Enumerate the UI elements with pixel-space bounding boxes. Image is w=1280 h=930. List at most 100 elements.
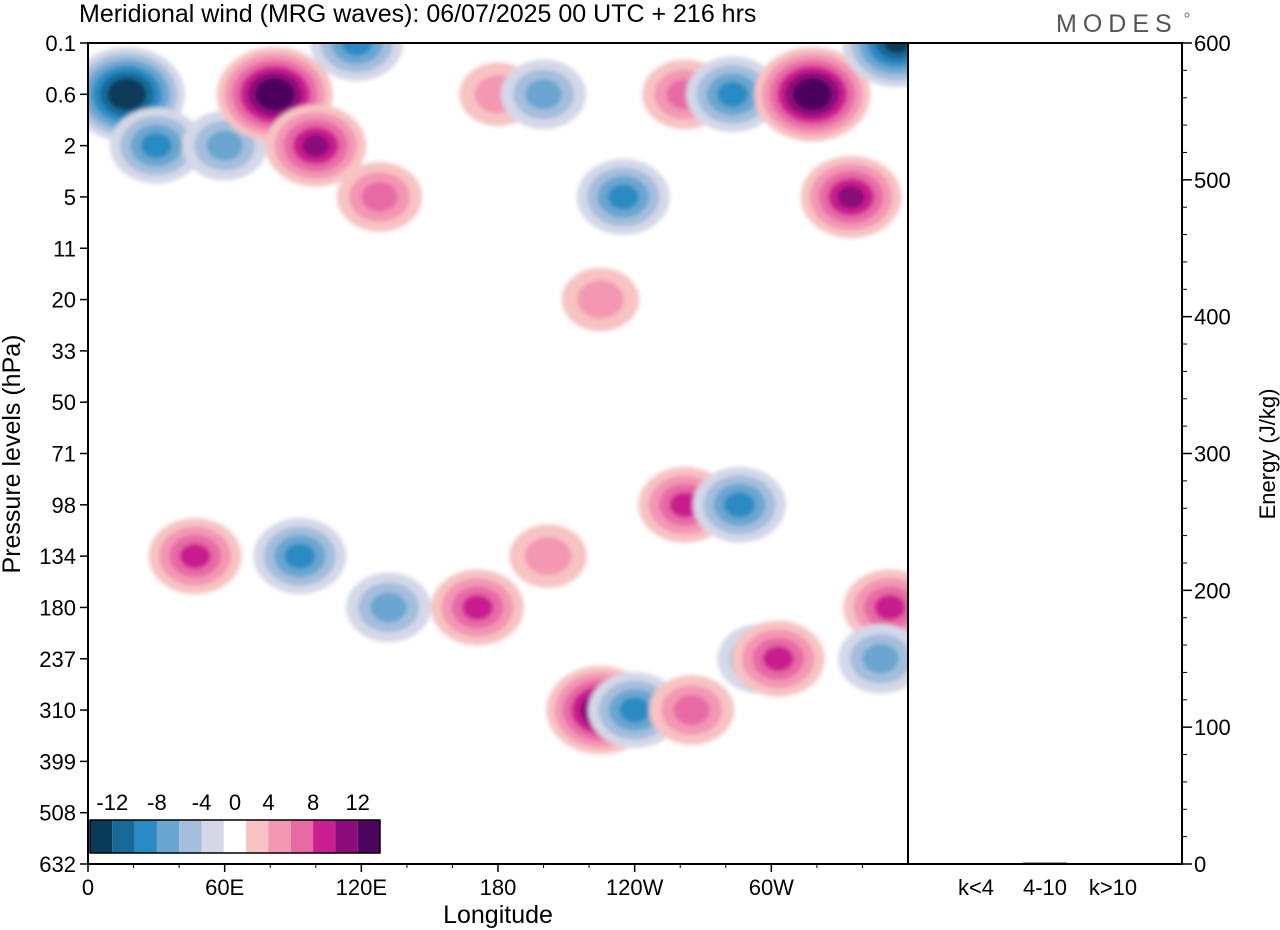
contour-band xyxy=(302,134,330,157)
wind-anomaly-feature xyxy=(500,59,587,130)
colorbar-label: 0 xyxy=(229,790,241,815)
wind-anomaly-feature xyxy=(754,46,871,142)
wind-anomaly-feature xyxy=(561,267,640,332)
colorbar-label: 12 xyxy=(345,790,369,815)
wind-anomaly-feature xyxy=(310,43,404,81)
energy-tick-label: 500 xyxy=(1194,168,1231,193)
wind-anomaly-feature xyxy=(431,569,524,646)
contour-band xyxy=(717,81,749,107)
energy-bar xyxy=(1023,862,1067,864)
wind-anomaly-feature xyxy=(509,524,587,588)
contour-band xyxy=(341,43,373,56)
contour-band xyxy=(140,132,172,159)
colorbar-swatch xyxy=(290,820,314,853)
energy-tick-label: 400 xyxy=(1194,305,1231,330)
x-tick-label: 120W xyxy=(606,875,664,900)
energy-bar xyxy=(954,863,998,865)
y-tick-label: 134 xyxy=(39,544,76,569)
wind-anomaly-feature xyxy=(346,572,432,643)
wind-anomaly-feature xyxy=(265,104,367,187)
wind-anomaly-feature xyxy=(692,466,786,543)
x-tick-label: 180 xyxy=(480,875,517,900)
y-tick-label: 632 xyxy=(39,852,76,877)
x-tick-label: 120E xyxy=(336,875,387,900)
colorbar-swatch xyxy=(179,820,202,853)
y-tick-label: 237 xyxy=(39,647,76,672)
pressure-axis: 0.1 0.6 2 5 11 20 33 50 71 98 134 180 237 310 399 508 63… xyxy=(39,31,88,877)
contour-band xyxy=(524,537,572,576)
contour-band xyxy=(874,594,906,621)
heatmap-field xyxy=(88,43,908,755)
colorbar-swatch xyxy=(223,820,247,853)
contour-band xyxy=(206,130,243,161)
y-tick-label: 2 xyxy=(64,134,76,159)
energy-tick-label: 200 xyxy=(1194,578,1231,603)
contour-band xyxy=(837,185,865,209)
contour-band xyxy=(361,182,398,212)
chart-title: Meridional wind (MRG waves): 06/07/2025 … xyxy=(79,0,756,28)
y-tick-label: 0.6 xyxy=(45,82,76,107)
contour-band xyxy=(619,697,651,723)
energy-panel-frame xyxy=(907,42,1183,865)
wind-anomaly-feature xyxy=(148,518,242,595)
colorbar-label: 4 xyxy=(262,790,274,815)
colorbar-swatch xyxy=(156,820,180,853)
contour-band xyxy=(762,646,794,672)
y-tick-label: 33 xyxy=(52,339,76,364)
energy-bar xyxy=(1091,863,1135,865)
wind-anomaly-feature xyxy=(800,155,902,239)
wavenumber-label: k>10 xyxy=(1089,875,1137,900)
energy-tick-label: 100 xyxy=(1194,715,1231,740)
wavenumber-labels: k<4 4-10 k>10 xyxy=(958,875,1137,900)
energy-tick-label: 0 xyxy=(1194,852,1206,877)
x-tick-label: 60W xyxy=(749,875,794,900)
colorbar-swatch xyxy=(90,820,113,853)
contour-band xyxy=(115,84,139,104)
longitude-axis: 0 60E 120E 180 120W 60W xyxy=(82,864,863,900)
wind-anomaly-feature xyxy=(649,675,735,745)
y-axis-label: Pressure levels (hPa) xyxy=(0,335,26,574)
colorbar-swatch xyxy=(335,820,358,853)
y-tick-label: 310 xyxy=(39,698,76,723)
wind-anomaly-feature xyxy=(686,56,780,133)
y-tick-label: 5 xyxy=(64,185,76,210)
contour-band xyxy=(462,594,493,621)
contour-band xyxy=(800,84,824,104)
contour-band xyxy=(179,543,211,569)
wind-anomaly-feature xyxy=(731,620,825,697)
logo-registered-mark xyxy=(1184,12,1190,18)
y-tick-label: 50 xyxy=(52,390,76,415)
y-tick-label: 98 xyxy=(52,493,76,518)
energy-axis: 0 100 200 300 400 500 600 xyxy=(1182,31,1231,877)
modes-logo: MODES xyxy=(1056,10,1178,38)
wind-anomaly-feature xyxy=(182,110,268,181)
colorbar-label: -4 xyxy=(192,790,212,815)
contour-band xyxy=(370,592,407,623)
colorbar-swatch xyxy=(134,820,157,853)
contour-band xyxy=(577,280,624,319)
contour-band xyxy=(673,695,710,725)
energy-tick-label: 600 xyxy=(1194,31,1231,56)
wind-anomaly-feature xyxy=(576,158,670,235)
contour-band xyxy=(669,492,701,518)
colorbar: -12 -8 -4 0 4 8 12 xyxy=(89,790,381,854)
wind-anomaly-feature xyxy=(253,518,347,595)
y-tick-label: 0.1 xyxy=(45,31,76,56)
wind-anomaly-feature xyxy=(838,623,908,694)
y-tick-label: 399 xyxy=(39,749,76,774)
colorbar-swatch xyxy=(268,820,291,853)
energy-tick-label: 300 xyxy=(1194,442,1231,467)
energy-bars xyxy=(954,862,1135,865)
y-tick-label: 180 xyxy=(39,595,76,620)
wavenumber-label: k<4 xyxy=(958,875,994,900)
contour-band xyxy=(607,184,639,210)
y-tick-label: 71 xyxy=(52,442,76,467)
colorbar-label: -8 xyxy=(147,790,167,815)
colorbar-frame xyxy=(89,819,381,854)
contour-band xyxy=(884,43,908,54)
wind-anomaly-feature xyxy=(842,43,908,88)
x-tick-label: 60E xyxy=(205,875,244,900)
colorbar-label: 8 xyxy=(307,790,319,815)
colorbar-swatch xyxy=(112,820,135,853)
